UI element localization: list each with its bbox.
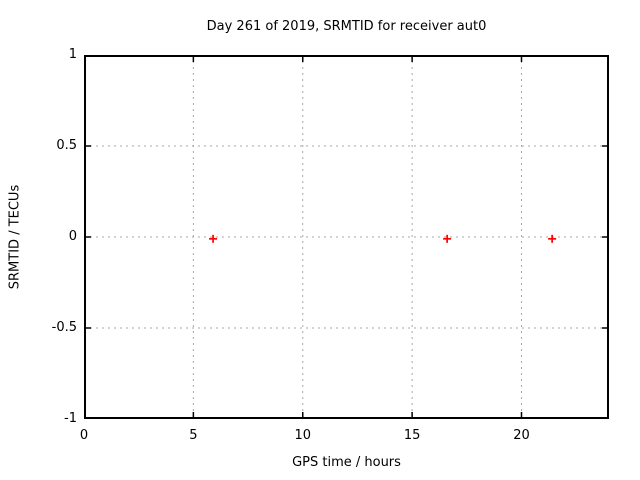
y-tick-label: -1 <box>64 411 77 426</box>
chart-title: Day 261 of 2019, SRMTID for receiver aut… <box>206 19 487 34</box>
x-tick-label: 10 <box>294 428 312 443</box>
y-tick-label: -0.5 <box>51 320 77 335</box>
y-tick-label: 1 <box>68 47 77 62</box>
plot-area <box>84 55 609 419</box>
y-tick-label: 0.5 <box>56 138 77 153</box>
x-axis-label: GPS time / hours <box>292 455 401 470</box>
x-tick-label: 5 <box>189 428 198 443</box>
x-tick-label: 15 <box>403 428 421 443</box>
y-tick-label: 0 <box>68 229 77 244</box>
x-tick-label: 20 <box>513 428 530 443</box>
x-tick-label: 0 <box>79 428 89 443</box>
